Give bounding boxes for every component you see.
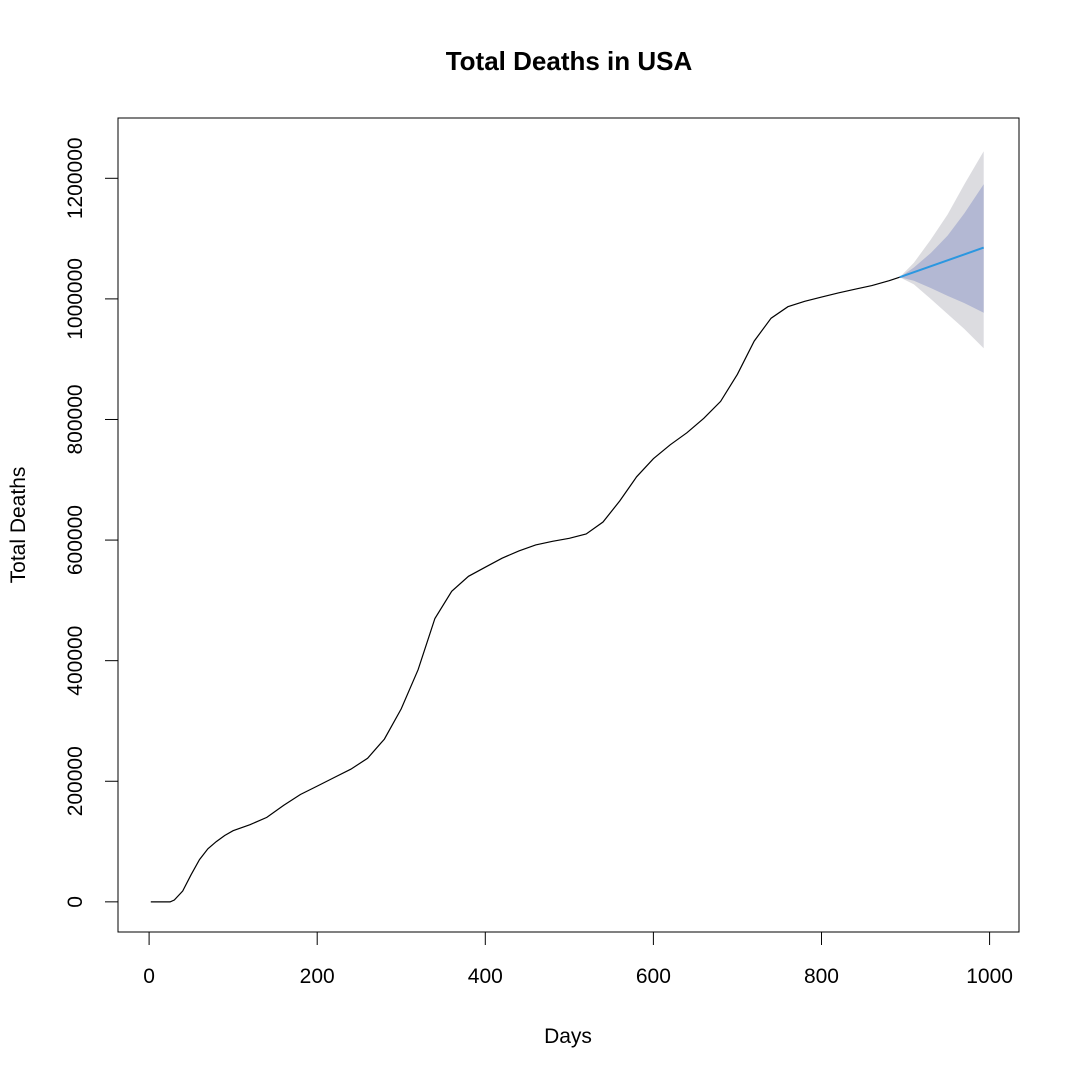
y-axis: 0 200000 400000 600000 800000 1000000 1200000 bbox=[64, 137, 119, 908]
y-tick-label: 1200000 bbox=[64, 137, 87, 219]
plot-frame bbox=[117, 117, 1020, 933]
x-tick-label: 400 bbox=[468, 965, 503, 988]
forecast-band-80 bbox=[899, 184, 984, 313]
y-tick-label: 0 bbox=[64, 896, 87, 908]
observed-line bbox=[150, 276, 900, 903]
band-80-area bbox=[899, 184, 984, 313]
x-tick-label: 0 bbox=[143, 965, 155, 988]
chart-title: Total Deaths in USA bbox=[446, 46, 693, 76]
forecast-line bbox=[899, 246, 985, 279]
x-axis-label: Days bbox=[544, 1025, 592, 1048]
y-tick-label: 800000 bbox=[64, 384, 87, 454]
y-tick-label: 600000 bbox=[64, 505, 87, 575]
x-axis: 0 200 400 600 800 1000 bbox=[143, 931, 1013, 988]
x-tick-label: 200 bbox=[300, 965, 335, 988]
x-tick-label: 1000 bbox=[966, 965, 1013, 988]
y-tick-label: 200000 bbox=[64, 746, 87, 816]
series-lines bbox=[150, 246, 985, 903]
y-tick-label: 400000 bbox=[64, 626, 87, 696]
x-tick-label: 800 bbox=[804, 965, 839, 988]
y-tick-label: 1000000 bbox=[64, 258, 87, 340]
x-tick-label: 600 bbox=[636, 965, 671, 988]
y-axis-label: Total Deaths bbox=[7, 467, 30, 584]
